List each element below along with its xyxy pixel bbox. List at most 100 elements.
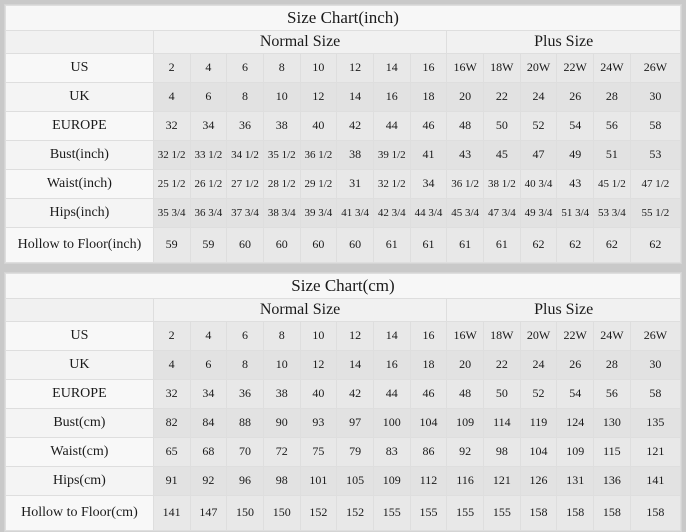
table-cell: 62 xyxy=(519,227,558,263)
table-cell: 27 1/2 xyxy=(226,169,264,199)
table-cell: 49 3/4 xyxy=(519,198,558,228)
group-header-normal-size: Normal Size xyxy=(152,298,448,322)
table-cell: 62 xyxy=(593,227,631,263)
table-cell: 54 xyxy=(556,379,595,409)
table-cell: 60 xyxy=(299,227,338,263)
table-cell: 82 xyxy=(152,408,191,438)
size-chart-inch-body: Size Chart(inch) Normal Size Plus Size US 2 4… xyxy=(5,5,682,263)
table-cell: 10 xyxy=(262,82,301,112)
table-cell: 33 1/2 xyxy=(189,140,228,170)
table-cell: 50 xyxy=(483,111,521,141)
table-cell: 36 1/2 xyxy=(299,140,338,170)
row-label: Hollow to Floor(cm) xyxy=(5,495,154,531)
table-cell: 51 3/4 xyxy=(556,198,595,228)
table-cell: 24 xyxy=(519,82,558,112)
table-cell: 155 xyxy=(483,495,521,531)
table-cell: 35 3/4 xyxy=(152,198,191,228)
table-cell: 59 xyxy=(152,227,191,263)
table-cell: 150 xyxy=(226,495,264,531)
table-cell: 155 xyxy=(372,495,411,531)
table-cell: 105 xyxy=(336,466,374,496)
table-cell: 100 xyxy=(372,408,411,438)
row-label: US xyxy=(5,321,154,351)
table-cell: 10 xyxy=(299,321,338,351)
table-cell: 36 xyxy=(226,379,264,409)
table-cell: 38 xyxy=(336,140,374,170)
table-cell: 109 xyxy=(556,437,595,467)
table-cell: 92 xyxy=(189,466,228,496)
row-label: UK xyxy=(5,82,154,112)
table-cell: 38 1/2 xyxy=(483,169,521,199)
table-cell: 45 3/4 xyxy=(446,198,484,228)
table-cell: 12 xyxy=(299,350,338,380)
table-cell: 52 xyxy=(519,379,558,409)
table-cell: 70 xyxy=(226,437,264,467)
table-cell: 8 xyxy=(262,53,301,83)
table-cell: 47 xyxy=(519,140,558,170)
table-cell: 22W xyxy=(556,321,595,351)
table-cell: 10 xyxy=(299,53,338,83)
table-cell: 141 xyxy=(152,495,191,531)
table-cell: 61 xyxy=(409,227,448,263)
table-row: Hollow to Floor(cm) 141 147 150 150 152 152 155… xyxy=(5,495,682,531)
table-cell: 31 xyxy=(336,169,374,199)
table-cell: 26 xyxy=(556,82,595,112)
table-row: EUROPE 32 34 36 38 40 42 44 46 48 50 52 54 56 58 xyxy=(5,379,682,409)
table-cell: 32 xyxy=(152,379,191,409)
table-cell: 58 xyxy=(629,379,682,409)
size-chart-cm-table: Size Chart(cm) Normal Size Plus Size US 2 4 6 8… xyxy=(5,273,682,531)
table-cell: 56 xyxy=(593,111,631,141)
table-cell: 90 xyxy=(262,408,301,438)
table-cell: 51 xyxy=(593,140,631,170)
table-cell: 26 xyxy=(556,350,595,380)
table-cell: 14 xyxy=(336,350,374,380)
table-cell: 35 1/2 xyxy=(262,140,301,170)
table-cell: 28 1/2 xyxy=(262,169,301,199)
table-cell: 6 xyxy=(189,82,228,112)
table-cell: 131 xyxy=(556,466,595,496)
table-row: UK 4 6 8 10 12 14 16 18 20 22 24 26 28 30 xyxy=(5,350,682,380)
table-cell: 20W xyxy=(519,53,558,83)
group-header-spacer xyxy=(5,30,154,54)
table-cell: 44 xyxy=(372,111,411,141)
table-cell: 59 xyxy=(189,227,228,263)
table-cell: 46 xyxy=(409,111,448,141)
table-cell: 96 xyxy=(226,466,264,496)
table-cell: 62 xyxy=(556,227,595,263)
table-cell: 58 xyxy=(629,111,682,141)
table-cell: 16W xyxy=(446,53,484,83)
table-cell: 48 xyxy=(446,111,484,141)
table-cell: 152 xyxy=(336,495,374,531)
row-label: Waist(inch) xyxy=(5,169,154,199)
table-cell: 141 xyxy=(629,466,682,496)
table-cell: 36 3/4 xyxy=(189,198,228,228)
table-cell: 4 xyxy=(152,82,191,112)
table-cell: 40 xyxy=(299,111,338,141)
row-label: Bust(cm) xyxy=(5,408,154,438)
table-cell: 41 xyxy=(409,140,448,170)
table-cell: 93 xyxy=(299,408,338,438)
table-cell: 50 xyxy=(483,379,521,409)
table-cell: 14 xyxy=(372,321,411,351)
table-row: US 2 4 6 8 10 12 14 16 16W 18W 20W 22W 24W 26W xyxy=(5,321,682,351)
table-cell: 4 xyxy=(152,350,191,380)
row-label: Hips(cm) xyxy=(5,466,154,496)
table-cell: 121 xyxy=(483,466,521,496)
table-cell: 36 1/2 xyxy=(446,169,484,199)
table-cell: 72 xyxy=(262,437,301,467)
table-cell: 126 xyxy=(519,466,558,496)
table-cell: 60 xyxy=(336,227,374,263)
size-chart-inch-table: Size Chart(inch) Normal Size Plus Size US 2 4… xyxy=(5,5,682,263)
table-cell: 28 xyxy=(593,82,631,112)
table-cell: 32 xyxy=(152,111,191,141)
table-cell: 26 1/2 xyxy=(189,169,228,199)
table-cell: 98 xyxy=(262,466,301,496)
table-cell: 39 3/4 xyxy=(299,198,338,228)
table-cell: 26W xyxy=(629,321,682,351)
table-cell: 12 xyxy=(299,82,338,112)
group-header-plus-size: Plus Size xyxy=(446,298,681,322)
table-cell: 45 1/2 xyxy=(593,169,631,199)
table-cell: 60 xyxy=(226,227,264,263)
table-cell: 79 xyxy=(336,437,374,467)
table-cell: 24W xyxy=(593,321,631,351)
